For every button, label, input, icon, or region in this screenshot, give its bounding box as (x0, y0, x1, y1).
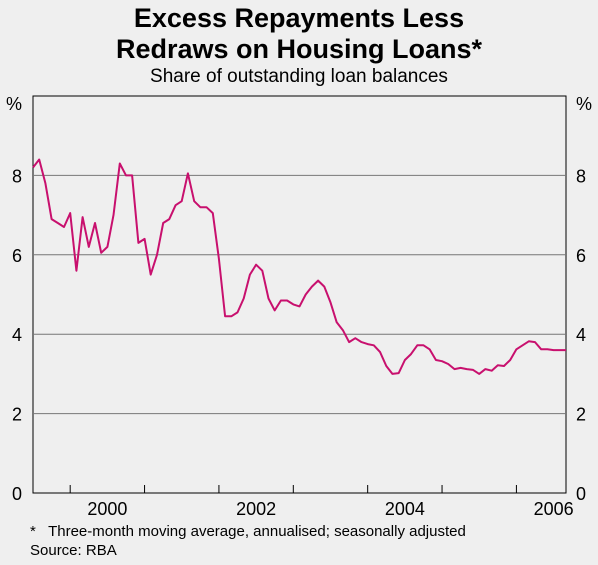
x-tick-label: 2000 (87, 499, 127, 519)
chart-notes: * Three-month moving average, annualised… (30, 522, 466, 560)
y-tick-label-right: 8 (576, 166, 586, 186)
gridlines (33, 174, 566, 415)
axis-ticks: 0 0 2 2 4 4 6 6 8 8 2000 2002 2004 2006 (12, 166, 586, 519)
chart-title-line2: Redraws on Housing Loans* (115, 34, 483, 64)
y-tick-label-left: 0 (12, 484, 22, 504)
y-tick-label-right: 0 (576, 484, 586, 504)
y-tick-label-left: 6 (12, 246, 22, 266)
y-tick-label-left: 4 (12, 325, 22, 345)
y-tick-label-right: 2 (576, 405, 586, 425)
y-tick-label-left: 8 (12, 166, 22, 186)
chart-title-line1: Excess Repayments Less (133, 3, 465, 33)
y-tick-label-left: 2 (12, 405, 22, 425)
chart-title: Excess Repayments Less Redraws on Housin… (0, 3, 598, 65)
x-tick-label: 2004 (385, 499, 425, 519)
source-note: Source: RBA (30, 542, 117, 559)
footnote: * Three-month moving average, annualised… (30, 523, 466, 540)
y-axis-unit-right: % (576, 94, 592, 114)
plot-area (32, 95, 567, 494)
y-tick-label-right: 4 (576, 325, 586, 345)
x-tick-label: 2006 (534, 499, 574, 519)
x-tick-label: 2002 (236, 499, 276, 519)
chart-subtitle: Share of outstanding loan balances (150, 66, 448, 87)
series-group (32, 158, 566, 375)
series-line (32, 158, 566, 375)
y-tick-label-right: 6 (576, 246, 586, 266)
y-axis-unit-left: % (6, 94, 22, 114)
